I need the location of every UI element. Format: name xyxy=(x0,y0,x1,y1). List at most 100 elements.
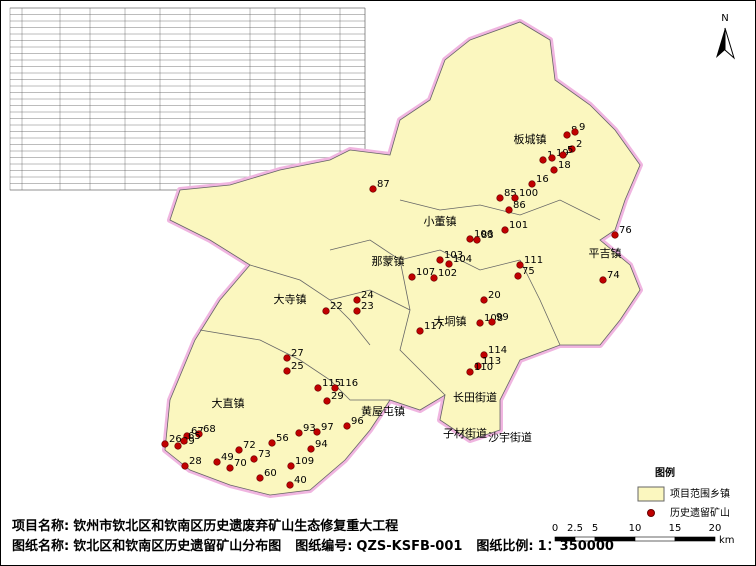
mine-label: 40 xyxy=(294,475,307,486)
mine-point xyxy=(283,354,291,362)
mine-point xyxy=(226,464,234,472)
code: QZS-KSFB-001 xyxy=(356,539,462,554)
mine-label: 117 xyxy=(424,321,443,332)
town-label: 沙宇街道 xyxy=(488,430,532,444)
scale-tick-label: 10 xyxy=(629,523,642,534)
region xyxy=(164,21,641,496)
svg-text:项目名称:钦州市钦北区和钦南区历史遗废弃矿山生态修复重大工程: 项目名称: 钦州市钦北区和钦南区历史遗废弃矿山生态修复重大工程 xyxy=(12,518,398,534)
mine-label: 29 xyxy=(331,391,344,402)
mine-point xyxy=(322,307,330,315)
mine-label: 5 xyxy=(567,145,573,156)
mine-label: 74 xyxy=(607,270,620,281)
mine-point xyxy=(511,194,519,202)
mine-label: 96 xyxy=(351,416,364,427)
mine-point xyxy=(353,307,361,315)
mine-label: 83 xyxy=(481,230,494,241)
mine-point xyxy=(496,194,504,202)
mine-point xyxy=(353,296,361,304)
mine-point xyxy=(488,318,496,326)
mine-label: 27 xyxy=(291,348,304,359)
mine-point xyxy=(180,437,188,445)
drawing: 钦北区和钦南区历史遗留矿山分布图 xyxy=(72,538,281,554)
mine-point xyxy=(195,430,203,438)
label: 图纸比例: xyxy=(476,538,533,554)
town-label: 那蒙镇 xyxy=(372,254,405,268)
mine-label: 28 xyxy=(189,456,202,467)
scale-tick-label: 5 xyxy=(592,523,598,534)
mine-label: 70 xyxy=(234,458,247,469)
mine-point xyxy=(323,397,331,405)
mine-label: 104 xyxy=(453,254,472,265)
mine-label: 116 xyxy=(339,378,358,389)
mine-label: 76 xyxy=(619,225,632,236)
mine-point xyxy=(213,458,221,466)
mine-point xyxy=(256,474,264,482)
mine-point xyxy=(550,166,558,174)
mine-label: 72 xyxy=(243,440,256,451)
mine-point xyxy=(416,327,424,335)
town-label: 大直镇 xyxy=(212,396,245,410)
scale-tick-label: 20 xyxy=(709,523,722,534)
mine-point xyxy=(287,462,295,470)
mine-point xyxy=(286,481,294,489)
mine-label: 16 xyxy=(536,174,549,185)
mine-point xyxy=(250,455,258,463)
label: 项目名称: xyxy=(12,518,69,534)
mine-label: 60 xyxy=(264,468,277,479)
scale-tick-label: 15 xyxy=(669,523,682,534)
mine-label: 103 xyxy=(444,250,463,261)
mine-point xyxy=(343,422,351,430)
mine-point xyxy=(505,206,513,214)
mine-label: 93 xyxy=(303,423,316,434)
legend-title: 图例 xyxy=(655,466,675,479)
mine-point xyxy=(408,273,416,281)
mine-point xyxy=(480,296,488,304)
mine-label: 114 xyxy=(488,345,507,356)
scale-tick-label: 2.5 xyxy=(567,523,583,534)
mine-point xyxy=(480,351,488,359)
mine-label: 68 xyxy=(203,424,216,435)
mine-label: 22 xyxy=(330,301,343,312)
mine-label: 65 xyxy=(188,431,201,442)
mine-point xyxy=(295,429,303,437)
mine-label: 108 xyxy=(484,313,503,324)
mine-point xyxy=(436,256,444,264)
mine-label: 39 xyxy=(182,436,195,447)
mine-label: 97 xyxy=(321,422,334,433)
mine-point xyxy=(611,231,619,239)
mine-point xyxy=(539,156,547,164)
town-boundaries xyxy=(199,199,601,401)
mine-point xyxy=(563,131,571,139)
mine-label: 9 xyxy=(579,122,585,133)
mine-label: 2 xyxy=(576,139,582,150)
scale-segment xyxy=(634,536,676,542)
ratio: 1：350000 xyxy=(538,539,614,554)
mine-label: 49 xyxy=(221,452,234,463)
mine-label: 106 xyxy=(474,229,493,240)
mine-point xyxy=(369,185,377,193)
mine-label: 86 xyxy=(513,200,526,211)
mine-label: 102 xyxy=(438,268,457,279)
mine-point xyxy=(430,274,438,282)
north-label: N xyxy=(721,13,728,24)
mine-label: 99 xyxy=(496,312,509,323)
mine-point xyxy=(314,384,322,392)
mine-point xyxy=(476,319,484,327)
mine-label: 101 xyxy=(509,220,528,231)
scale-segment xyxy=(674,536,716,542)
town-label: 长田街道 xyxy=(453,390,497,404)
mine-label: 115 xyxy=(322,378,341,389)
footer: 项目名称: 钦州市钦北区和钦南区历史遗废弃矿山生态修复重大工程 图纸名称: 钦北区和… xyxy=(12,518,614,554)
north-arrow: N xyxy=(716,13,735,60)
mine-label: 100 xyxy=(519,188,538,199)
mine-label: 85 xyxy=(504,188,517,199)
mine-label: 18 xyxy=(558,160,571,171)
mine-label: 110 xyxy=(474,362,493,373)
legend-swatch xyxy=(637,486,665,502)
town-label: 黄屋屯镇 xyxy=(361,404,405,418)
scale-unit: km xyxy=(719,535,735,546)
mine-label: 109 xyxy=(295,456,314,467)
